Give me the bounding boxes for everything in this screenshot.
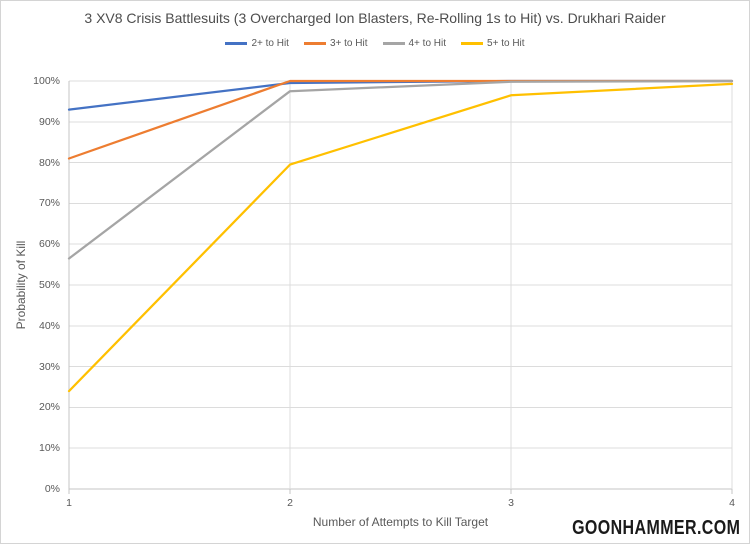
- x-axis-title: Number of Attempts to Kill Target: [312, 515, 489, 529]
- y-tick-label: 70%: [38, 197, 60, 210]
- y-tick-label: 60%: [38, 238, 60, 251]
- legend-line-swatch: [382, 42, 405, 45]
- y-tick-label: 0%: [44, 483, 60, 495]
- legend-item-4-to-hit: 4+ to Hit: [382, 38, 447, 49]
- legend-line-swatch: [461, 42, 484, 45]
- series-line-2-to-hit: [67, 79, 734, 111]
- y-axis-title: Probability of Kill: [14, 240, 28, 330]
- legend-line-swatch: [303, 42, 326, 45]
- y-tick-label: 50%: [38, 279, 60, 291]
- y-tick-label: 30%: [38, 360, 60, 373]
- x-tick-label: 1: [66, 497, 72, 509]
- series-line-3-to-hit: [67, 79, 734, 160]
- legend-label: 5+ to Hit: [487, 38, 525, 49]
- goonhammer-watermark: GOONHAMMER.COM: [571, 517, 740, 539]
- y-tick-label: 80%: [38, 156, 60, 169]
- y-tick-label: 20%: [38, 401, 60, 414]
- legend-label: 4+ to Hit: [408, 38, 447, 49]
- series-line-5-to-hit: [67, 82, 734, 393]
- legend-line-swatch: [225, 42, 248, 45]
- x-tick-label: 3: [508, 497, 514, 509]
- legend-label: 3+ to Hit: [329, 38, 368, 49]
- chart-legend: 2+ to Hit 3+ to Hit 4+ to Hit 5+ to Hit: [1, 38, 749, 49]
- legend-label: 2+ to Hit: [251, 38, 289, 49]
- y-tick-label: 90%: [38, 115, 60, 128]
- y-tick-label: 100%: [33, 75, 60, 87]
- y-tick-label: 10%: [38, 442, 60, 455]
- y-tick-label: 40%: [38, 319, 60, 332]
- legend-item-3-to-hit: 3+ to Hit: [303, 38, 368, 49]
- x-tick-label: 4: [729, 497, 735, 509]
- legend-item-2-to-hit: 2+ to Hit: [225, 38, 289, 49]
- series-line-4-to-hit: [67, 79, 734, 260]
- x-tick-label: 2: [287, 497, 293, 509]
- chart-title: 3 XV8 Crisis Battlesuits (3 Overcharged …: [84, 10, 666, 26]
- legend-item-5-to-hit: 5+ to Hit: [461, 38, 525, 49]
